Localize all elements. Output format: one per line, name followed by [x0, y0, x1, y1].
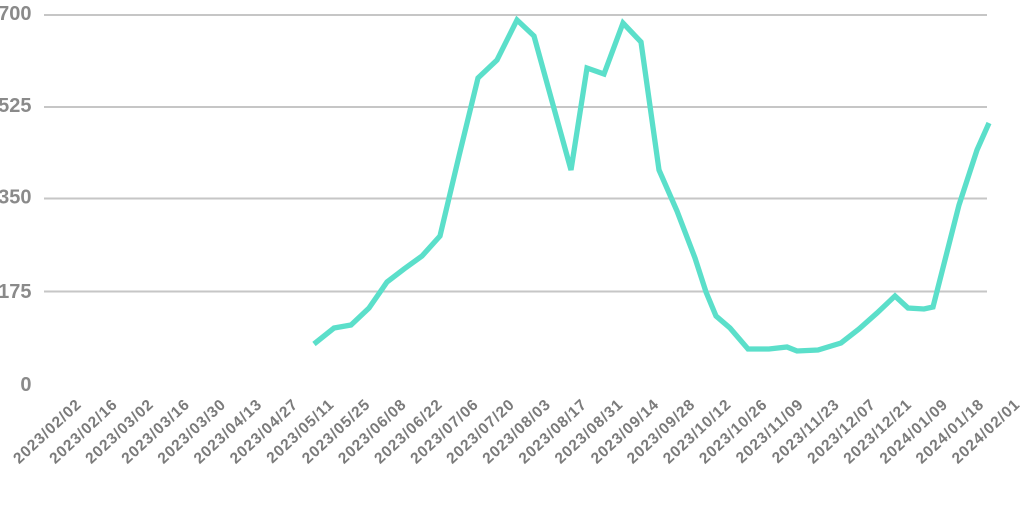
svg-text:0: 0 — [20, 374, 31, 396]
svg-text:700: 700 — [0, 3, 32, 25]
svg-text:350: 350 — [0, 187, 32, 209]
svg-text:175: 175 — [0, 281, 32, 303]
svg-text:525: 525 — [0, 95, 32, 117]
